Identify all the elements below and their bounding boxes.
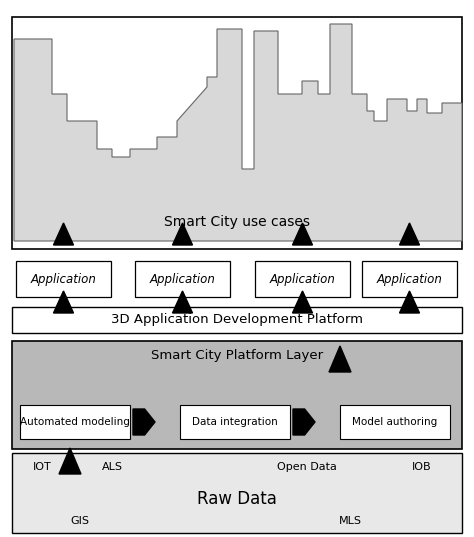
Text: Smart City use cases: Smart City use cases bbox=[164, 215, 310, 229]
Polygon shape bbox=[14, 24, 462, 241]
Text: Data integration: Data integration bbox=[192, 417, 278, 427]
Bar bbox=[12, 341, 462, 449]
Polygon shape bbox=[329, 346, 351, 372]
Polygon shape bbox=[400, 223, 419, 245]
Text: MLS: MLS bbox=[338, 516, 362, 526]
Text: IOT: IOT bbox=[33, 462, 51, 473]
Text: Application: Application bbox=[270, 272, 336, 286]
Polygon shape bbox=[293, 409, 315, 435]
Text: IOB: IOB bbox=[412, 462, 432, 473]
Text: Raw Data: Raw Data bbox=[197, 490, 277, 509]
Text: 3D Application Development Platform: 3D Application Development Platform bbox=[111, 314, 363, 326]
Text: Model authoring: Model authoring bbox=[352, 417, 438, 427]
Bar bbox=[20, 405, 130, 439]
Text: ALS: ALS bbox=[101, 462, 122, 473]
Bar bbox=[255, 261, 350, 297]
Text: Application: Application bbox=[376, 272, 442, 286]
Bar bbox=[135, 261, 230, 297]
Bar bbox=[12, 453, 462, 533]
Polygon shape bbox=[173, 223, 192, 245]
Text: Smart City Platform Layer: Smart City Platform Layer bbox=[151, 349, 323, 362]
Text: Application: Application bbox=[30, 272, 96, 286]
Bar bbox=[12, 307, 462, 333]
Text: Automated modeling: Automated modeling bbox=[20, 417, 130, 427]
Bar bbox=[180, 405, 290, 439]
Bar bbox=[12, 17, 462, 249]
Polygon shape bbox=[54, 291, 73, 313]
Polygon shape bbox=[59, 448, 81, 474]
Bar bbox=[362, 261, 457, 297]
Bar bbox=[16, 261, 111, 297]
Text: Application: Application bbox=[150, 272, 216, 286]
Polygon shape bbox=[173, 291, 192, 313]
Text: Open Data: Open Data bbox=[277, 462, 337, 473]
Text: GIS: GIS bbox=[71, 516, 90, 526]
Polygon shape bbox=[292, 291, 312, 313]
Polygon shape bbox=[54, 223, 73, 245]
Polygon shape bbox=[133, 409, 155, 435]
Polygon shape bbox=[292, 223, 312, 245]
Bar bbox=[340, 405, 450, 439]
Polygon shape bbox=[400, 291, 419, 313]
